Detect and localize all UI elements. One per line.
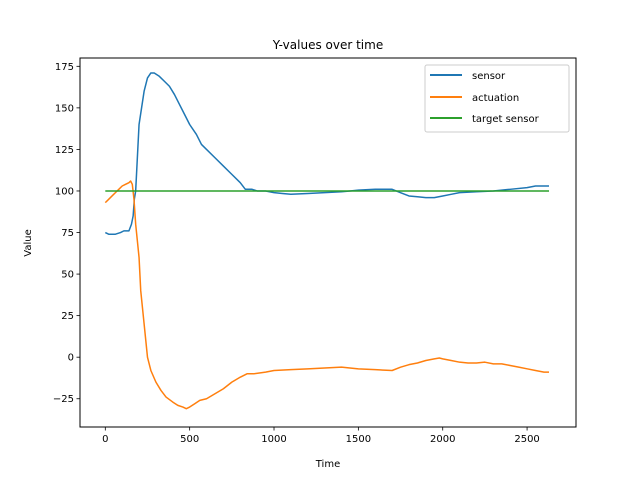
y-tick-label: 50 — [61, 270, 74, 281]
y-axis-label: Value — [23, 229, 34, 256]
legend-label-sensor: sensor — [472, 71, 506, 82]
y-tick-label: 175 — [55, 62, 74, 73]
plot-area-frame — [79, 57, 577, 428]
x-tick-label: 0 — [102, 434, 108, 445]
y-tick-label: 0 — [68, 353, 74, 364]
tick-layer: 0 500 1000 1500 2000 2500 −25 0 25 50 75 100 125 150 1… — [53, 62, 540, 445]
x-tick-label: 1000 — [261, 434, 286, 445]
y-tick-label: 125 — [55, 145, 74, 156]
chart-title: Y-values over time — [272, 38, 383, 52]
y-tick-label: 100 — [55, 186, 74, 197]
x-tick-label: 2500 — [514, 434, 539, 445]
x-tick-label: 2000 — [430, 434, 455, 445]
legend-label-actuation: actuation — [472, 93, 519, 104]
legend-label-target-sensor: target sensor — [472, 114, 540, 125]
y-tick-label: 25 — [61, 311, 74, 322]
x-axis-label: Time — [315, 459, 340, 470]
series-line-sensor — [104, 72, 550, 235]
y-tick-label: 150 — [55, 103, 74, 114]
x-tick-label: 1500 — [346, 434, 371, 445]
y-tick-label: 75 — [61, 228, 74, 239]
y-tick-label: −25 — [53, 394, 74, 405]
x-tick-label: 500 — [180, 434, 199, 445]
series-layer — [104, 72, 550, 410]
series-line-actuation — [104, 180, 550, 410]
legend-box — [424, 64, 570, 133]
legend: sensor actuation target sensor — [424, 64, 570, 133]
